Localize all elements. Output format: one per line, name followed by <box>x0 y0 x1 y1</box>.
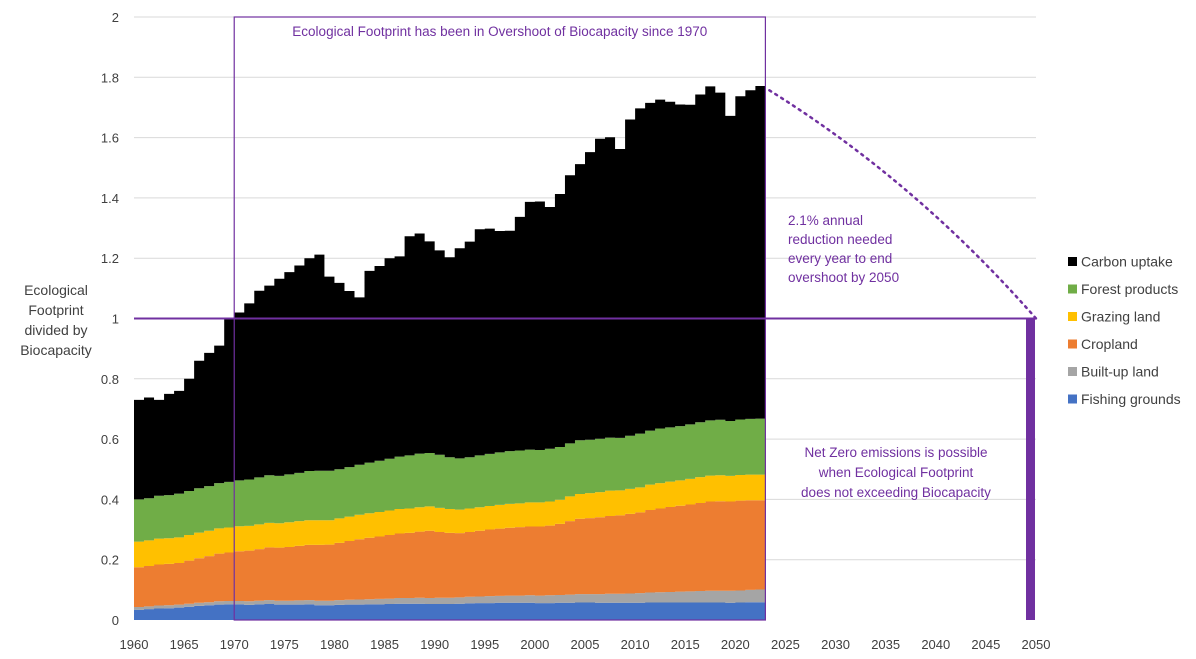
x-tick-label: 2025 <box>771 637 800 652</box>
x-tick-label: 2005 <box>571 637 600 652</box>
y-tick-label: 1.4 <box>101 191 119 206</box>
y-tick-label: 0.8 <box>101 372 119 387</box>
y-tick-label: 0.2 <box>101 553 119 568</box>
annotations: Ecological Footprint has been in Oversho… <box>292 24 991 500</box>
x-tick-label: 2035 <box>871 637 900 652</box>
legend-swatch <box>1068 257 1077 266</box>
legend-swatch <box>1068 312 1077 321</box>
y-tick-label: 0.6 <box>101 432 119 447</box>
legend-swatch <box>1068 394 1077 404</box>
x-tick-label: 2030 <box>821 637 850 652</box>
area-carbon-uptake <box>134 86 766 500</box>
area-cropland <box>134 500 766 608</box>
x-tick-label: 2040 <box>921 637 950 652</box>
x-tick-label: 1965 <box>170 637 199 652</box>
legend: Carbon uptake Forest products Grazing land… <box>1068 254 1181 407</box>
y-axis-label: Ecological Footprint divided by Biocapacity <box>20 282 92 358</box>
stacked-areas <box>134 86 766 620</box>
legend-label: Grazing land <box>1081 309 1160 325</box>
y-axis-label-line: divided by <box>24 322 87 338</box>
y-tick-label: 1 <box>112 312 119 327</box>
y-tick-label: 0 <box>112 613 119 628</box>
legend-label: Carbon uptake <box>1081 254 1173 270</box>
legend-label: Forest products <box>1081 281 1178 297</box>
x-tick-label: 1975 <box>270 637 299 652</box>
x-tick-label: 2000 <box>520 637 549 652</box>
area-built-up-land <box>134 589 766 610</box>
legend-swatch <box>1068 284 1077 294</box>
y-tick-label: 0.4 <box>101 492 119 507</box>
legend-label: Built-up land <box>1081 364 1159 380</box>
x-tick-label: 2015 <box>671 637 700 652</box>
net-zero-annotation-line: when Ecological Footprint <box>818 465 974 480</box>
x-tick-label: 2045 <box>971 637 1000 652</box>
net-zero-annotation-line: does not exceeding Biocapacity <box>801 485 991 500</box>
y-axis-label-line: Biocapacity <box>20 342 92 358</box>
y-axis-label-line: Ecological <box>24 282 88 298</box>
y-tick-label: 2 <box>112 10 119 25</box>
x-tick-label: 1995 <box>470 637 499 652</box>
y-tick-label: 1.8 <box>101 70 119 85</box>
legend-label: Fishing grounds <box>1081 391 1181 407</box>
y-axis-label-line: Footprint <box>28 302 83 318</box>
y-axis-ticks: 0 0.2 0.4 0.6 0.8 1 1.2 1.4 1.6 1.8 2 <box>101 10 119 628</box>
x-tick-label: 2050 <box>1022 637 1051 652</box>
area-grazing-land <box>134 474 766 568</box>
y-tick-label: 1.2 <box>101 251 119 266</box>
reduction-annotation-line: reduction needed <box>788 232 892 247</box>
x-tick-label: 1980 <box>320 637 349 652</box>
overlays <box>134 16 1038 621</box>
target-2050-bar <box>1026 318 1035 620</box>
y-tick-label: 1.6 <box>101 131 119 146</box>
x-tick-label: 1960 <box>120 637 149 652</box>
x-tick-label: 1985 <box>370 637 399 652</box>
net-zero-annotation-line: Net Zero emissions is possible <box>804 445 987 460</box>
reduction-annotation-line: every year to end <box>788 251 892 266</box>
legend-label: Cropland <box>1081 336 1138 352</box>
reduction-annotation-line: overshoot by 2050 <box>788 270 899 285</box>
legend-swatch <box>1068 339 1077 349</box>
area-fishing-grounds <box>134 602 766 620</box>
x-tick-label: 1970 <box>220 637 249 652</box>
area-forest-products <box>134 418 766 542</box>
x-tick-label: 1990 <box>420 637 449 652</box>
x-axis-ticks: 1960 1965 1970 1975 1980 1985 1990 1995 2000 2005… <box>120 637 1051 652</box>
x-tick-label: 2020 <box>721 637 750 652</box>
legend-swatch <box>1068 367 1077 376</box>
x-tick-label: 2010 <box>621 637 650 652</box>
reduction-annotation-line: 2.1% annual <box>788 213 863 228</box>
overshoot-annotation: Ecological Footprint has been in Oversho… <box>292 24 707 39</box>
